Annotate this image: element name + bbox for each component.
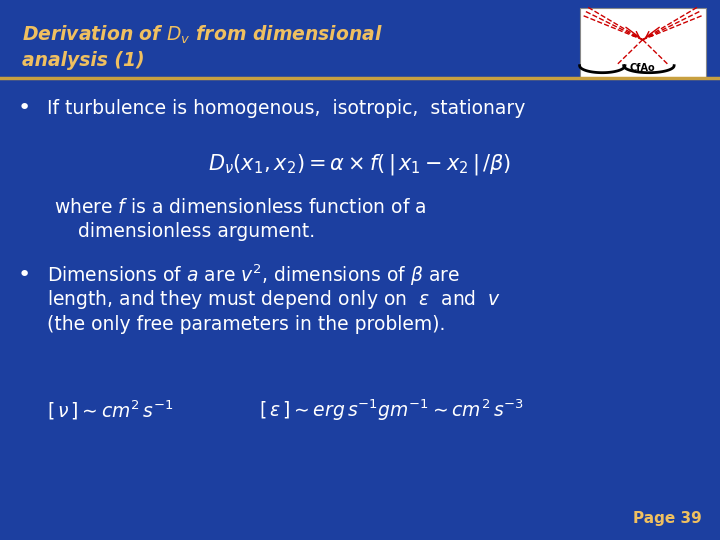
Text: •: •	[18, 98, 31, 118]
Text: CfAo: CfAo	[630, 63, 655, 73]
Text: $D_\nu(x_1,x_2) = \alpha \times f(\,|\, x_1 - x_2\,|\,/\beta)$: $D_\nu(x_1,x_2) = \alpha \times f(\,|\, …	[208, 152, 512, 177]
Text: length, and they must depend only on  $\varepsilon$  and  $v$: length, and they must depend only on $\v…	[47, 288, 501, 311]
Text: where $f$ is a dimensionless function of a: where $f$ is a dimensionless function of…	[54, 198, 427, 218]
Text: dimensionless argument.: dimensionless argument.	[54, 221, 315, 241]
Text: (the only free parameters in the problem).: (the only free parameters in the problem…	[47, 314, 445, 334]
Text: $[\, \nu \,] \sim cm^2 \, s^{-1}$: $[\, \nu \,] \sim cm^2 \, s^{-1}$	[47, 399, 174, 422]
Text: Derivation of $D_v$ from dimensional: Derivation of $D_v$ from dimensional	[22, 24, 382, 46]
Text: analysis (1): analysis (1)	[22, 51, 144, 70]
Text: If turbulence is homogenous,  isotropic,  stationary: If turbulence is homogenous, isotropic, …	[47, 98, 525, 118]
Text: $[\, \varepsilon \,] \sim erg \, s^{-1} gm^{-1} \sim cm^2 \, s^{-3}$: $[\, \varepsilon \,] \sim erg \, s^{-1} …	[259, 397, 524, 423]
Text: Page 39: Page 39	[634, 511, 702, 526]
Text: Dimensions of $a$ are $v^2$, dimensions of $\beta$ are: Dimensions of $a$ are $v^2$, dimensions …	[47, 262, 459, 288]
Text: •: •	[18, 265, 31, 286]
Bar	[580, 8, 706, 78]
